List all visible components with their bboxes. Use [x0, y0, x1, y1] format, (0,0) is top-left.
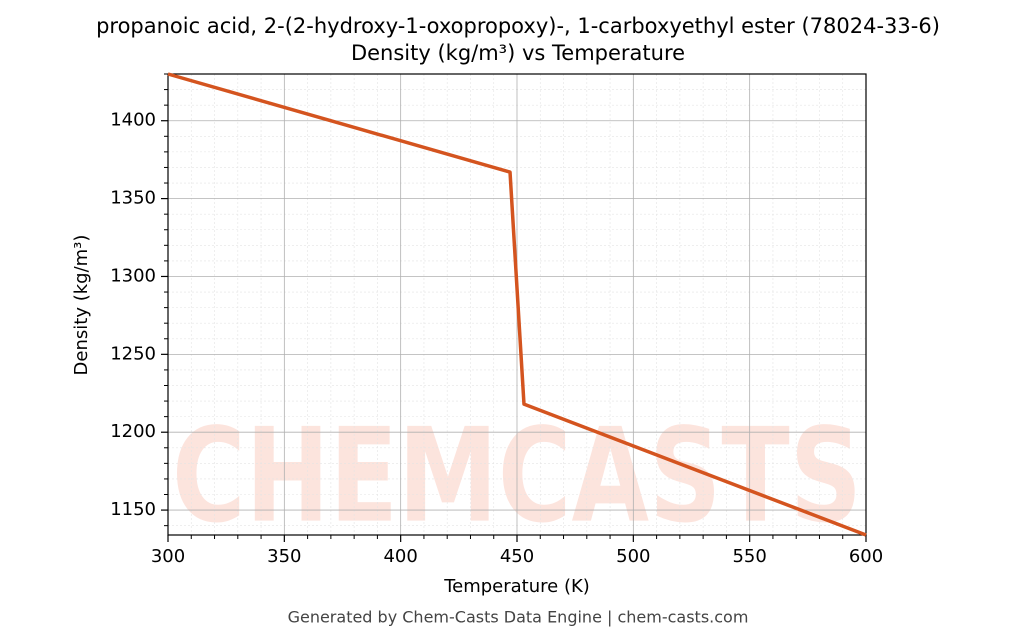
- footer: Generated by Chem-Casts Data Engine | ch…: [288, 608, 749, 627]
- data-line: [167, 72, 867, 537]
- x-tick-label: 600: [849, 546, 883, 567]
- chart-title: propanoic acid, 2-(2-hydroxy-1-oxopropox…: [96, 14, 940, 38]
- y-tick-label: 1200: [110, 421, 156, 442]
- x-tick-label: 350: [267, 546, 301, 567]
- y-tick-label: 1400: [110, 110, 156, 131]
- x-axis-label: Temperature (K): [443, 576, 590, 597]
- x-tick-label: 450: [500, 546, 534, 567]
- x-tick-label: 550: [732, 546, 766, 567]
- chart-subtitle: Density (kg/m³) vs Temperature: [351, 41, 685, 65]
- x-tick-label: 500: [616, 546, 650, 567]
- x-tick-label: 400: [383, 546, 417, 567]
- plot-frame: [167, 73, 867, 536]
- y-tick-label: 1350: [110, 188, 156, 209]
- x-tick-label: 300: [151, 546, 185, 567]
- y-tick-label: 1150: [110, 499, 156, 520]
- y-axis-label: Density (kg/m³): [71, 235, 92, 376]
- y-tick-label: 1300: [110, 265, 156, 286]
- y-tick-label: 1250: [110, 343, 156, 364]
